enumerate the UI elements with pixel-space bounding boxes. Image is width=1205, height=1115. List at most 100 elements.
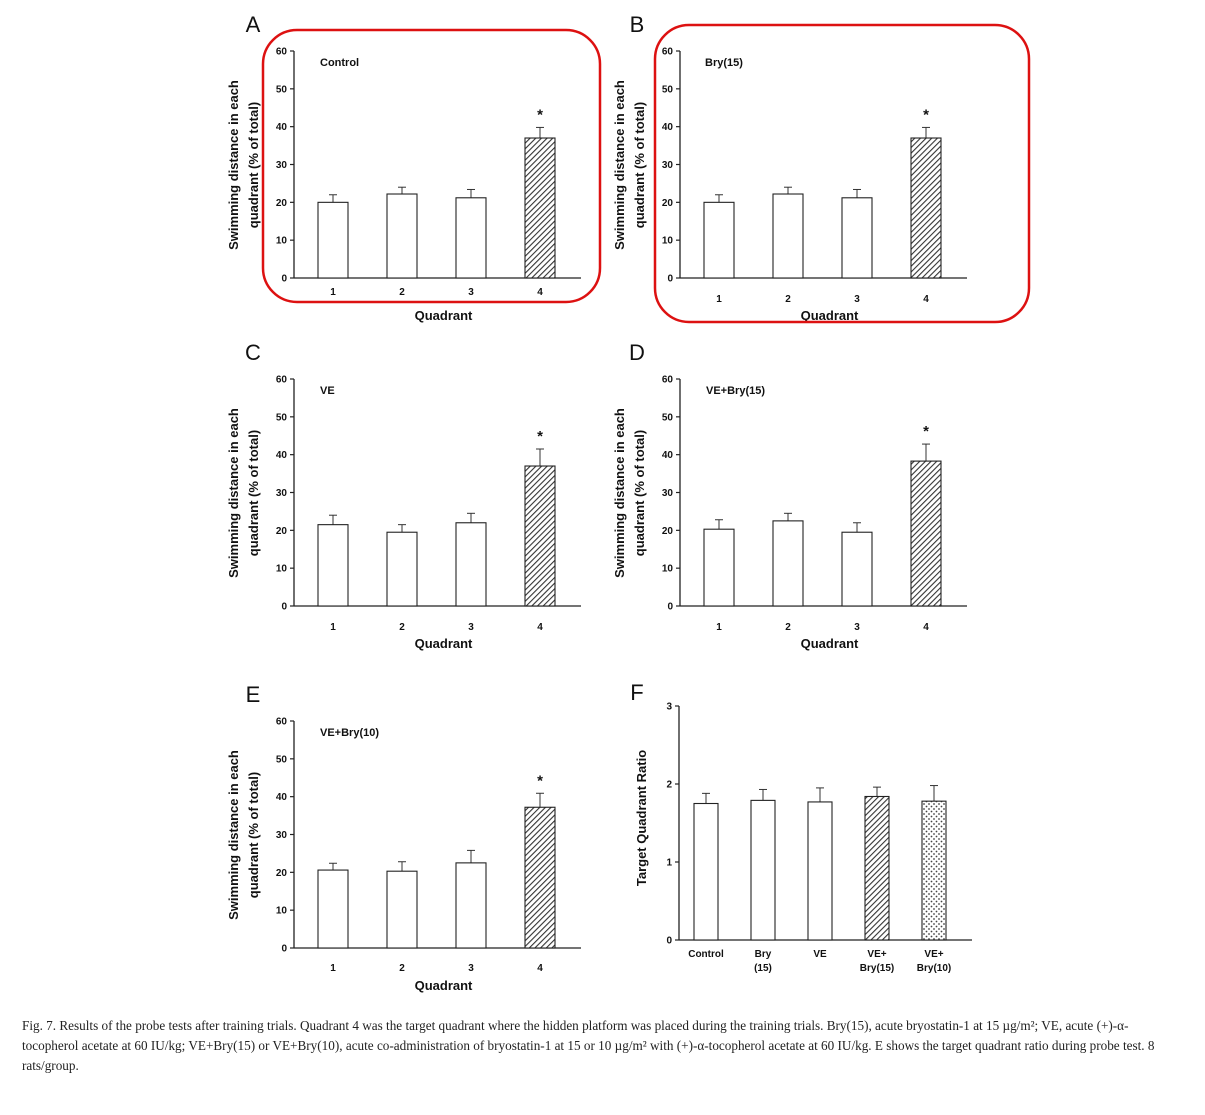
y-tick-label: 50 xyxy=(276,412,288,423)
panel-c: C 0 10 20 30 40 50 60 1 2 3 * 4 VE Quadrant Swimming di… xyxy=(226,340,581,651)
y-axis-label: quadrant (% of total) xyxy=(632,430,647,556)
highlight-box xyxy=(261,28,602,304)
x-axis-label: Quadrant xyxy=(801,308,859,323)
x-tick-label: VE xyxy=(813,949,827,960)
y-axis-label: quadrant (% of total) xyxy=(632,102,647,228)
panel-title: Control xyxy=(320,57,359,69)
bar xyxy=(524,806,556,949)
bar xyxy=(921,800,947,941)
panel-title: Bry(15) xyxy=(705,57,743,69)
y-tick-label: 30 xyxy=(662,160,674,171)
panel-title: VE+Bry(15) xyxy=(706,385,765,397)
x-tick-label: Bry(10) xyxy=(917,963,951,974)
x-axis-label: Quadrant xyxy=(415,636,473,651)
bar xyxy=(693,802,719,941)
y-tick-label: 0 xyxy=(666,936,672,947)
y-tick-label: 10 xyxy=(276,564,288,575)
y-tick-label: 40 xyxy=(662,450,674,461)
y-tick-label: 0 xyxy=(281,944,287,955)
bar xyxy=(703,528,735,607)
x-tick-label: Bry(15) xyxy=(860,963,894,974)
x-tick-label: Control xyxy=(688,949,724,960)
x-axis-label: Quadrant xyxy=(415,308,473,323)
y-tick-label: 60 xyxy=(276,375,288,386)
panel-title: VE+Bry(10) xyxy=(320,727,379,739)
y-axis-label: Swimming distance in each xyxy=(612,408,627,578)
panel-title: VE xyxy=(320,385,335,397)
bar xyxy=(910,137,942,279)
x-tick-label: 1 xyxy=(716,294,722,305)
bar xyxy=(455,862,487,949)
bar xyxy=(386,870,418,949)
significance-marker: * xyxy=(923,106,929,123)
significance-marker: * xyxy=(537,106,543,123)
x-tick-label: VE+ xyxy=(924,949,943,960)
y-axis-label: Swimming distance in each xyxy=(612,80,627,250)
panel-label: C xyxy=(245,340,261,365)
bar xyxy=(386,193,418,279)
bar xyxy=(772,193,804,279)
panel-label: A xyxy=(246,12,261,37)
y-tick-label: 0 xyxy=(667,274,673,285)
x-tick-label: 2 xyxy=(399,622,405,633)
y-tick-label: 30 xyxy=(276,830,288,841)
bar xyxy=(864,795,890,941)
y-tick-label: 60 xyxy=(276,717,288,728)
bar xyxy=(455,197,487,279)
x-tick-label: Bry xyxy=(755,949,772,960)
panel-a: A 0 10 20 30 40 50 60 1 2 3 * 4 Control Quadrant Swimmi… xyxy=(226,12,602,323)
y-tick-label: 10 xyxy=(662,236,674,247)
x-tick-label: VE+ xyxy=(867,949,886,960)
bar xyxy=(317,524,349,607)
x-tick-label: 2 xyxy=(785,622,791,633)
y-tick-label: 0 xyxy=(281,274,287,285)
y-tick-label: 60 xyxy=(662,375,674,386)
x-tick-label: 1 xyxy=(716,622,722,633)
bar xyxy=(524,137,556,279)
x-axis-label: Quadrant xyxy=(415,978,473,993)
y-tick-label: 60 xyxy=(662,47,674,58)
bar xyxy=(317,201,349,279)
y-axis-label: Target Quadrant Ratio xyxy=(634,750,649,886)
bar xyxy=(841,197,873,279)
significance-marker: * xyxy=(537,772,543,789)
y-axis-label: quadrant (% of total) xyxy=(246,772,261,898)
y-tick-label: 0 xyxy=(281,602,287,613)
panel-d: D 0 10 20 30 40 50 60 1 2 3 * 4 VE+Bry(15) Quadrant Swi… xyxy=(612,340,967,651)
x-tick-label: 1 xyxy=(330,963,336,974)
y-tick-label: 10 xyxy=(276,236,288,247)
y-tick-label: 50 xyxy=(276,84,288,95)
y-axis-label: Swimming distance in each xyxy=(226,750,241,920)
x-tick-label: 2 xyxy=(399,287,405,298)
panel-b: B 0 10 20 30 40 50 60 1 2 3 * 4 Bry(15) Quadrant Swimmi… xyxy=(612,12,1031,324)
x-tick-label: 4 xyxy=(537,963,543,974)
y-tick-label: 10 xyxy=(276,906,288,917)
x-tick-label: 2 xyxy=(399,963,405,974)
x-tick-label: 3 xyxy=(468,622,474,633)
panel-label: D xyxy=(629,340,645,365)
bar xyxy=(750,799,776,941)
y-tick-label: 40 xyxy=(276,450,288,461)
y-tick-label: 20 xyxy=(276,526,288,537)
y-tick-label: 1 xyxy=(666,858,672,869)
bar xyxy=(386,531,418,607)
panel-label: B xyxy=(630,12,645,37)
x-tick-label: 3 xyxy=(468,963,474,974)
y-tick-label: 20 xyxy=(276,868,288,879)
y-tick-label: 50 xyxy=(662,412,674,423)
y-tick-label: 40 xyxy=(662,122,674,133)
significance-marker: * xyxy=(923,423,929,440)
y-tick-label: 40 xyxy=(276,792,288,803)
bar xyxy=(703,201,735,279)
x-tick-label: 3 xyxy=(854,622,860,633)
x-tick-label: 1 xyxy=(330,622,336,633)
x-tick-label: 4 xyxy=(923,622,929,633)
bar xyxy=(317,869,349,949)
panel-label: F xyxy=(630,680,643,705)
x-tick-label: 4 xyxy=(923,294,929,305)
y-axis-label: Swimming distance in each xyxy=(226,408,241,578)
x-axis-label: Quadrant xyxy=(801,636,859,651)
bar xyxy=(524,465,556,607)
